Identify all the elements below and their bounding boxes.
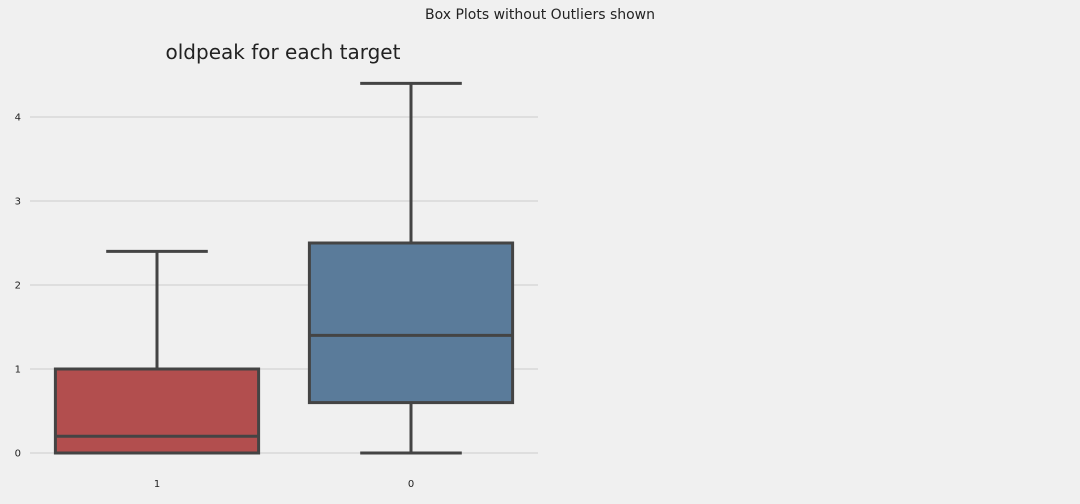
box-0	[307, 81, 515, 455]
y-tick-label-1: 1	[15, 365, 21, 376]
x-tick-label-1: 1	[154, 479, 160, 490]
y-tick-label-4: 4	[15, 113, 21, 124]
figure-suptitle: Box Plots without Outliers shown	[424, 7, 655, 23]
y-tick-label-3: 3	[15, 197, 21, 208]
y-tick-label-2: 2	[15, 281, 21, 292]
chart-title: oldpeak for each target	[166, 40, 401, 64]
boxes	[53, 81, 515, 455]
box-1	[53, 249, 261, 455]
x-tick-label-0: 0	[408, 479, 414, 490]
y-tick-label-0: 0	[15, 449, 21, 460]
box-body-0	[307, 241, 515, 405]
box-body-1	[53, 367, 261, 455]
y-axis-ticks: 0 1 2 3 4	[15, 113, 21, 460]
